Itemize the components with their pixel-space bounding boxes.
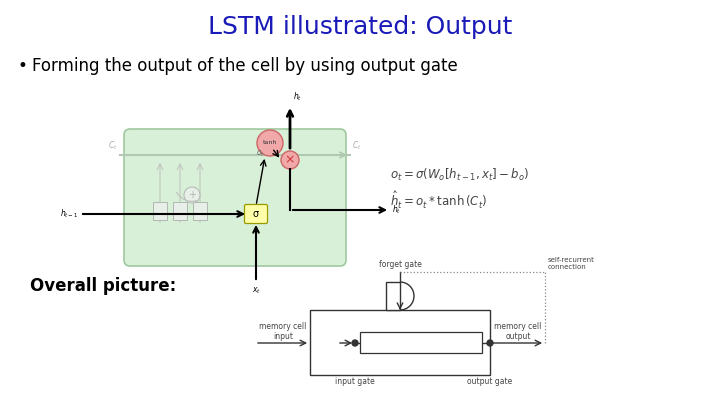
Circle shape [352, 340, 358, 346]
Text: memory cell
input: memory cell input [259, 322, 307, 341]
Text: Overall picture:: Overall picture: [30, 277, 176, 295]
Text: $C_t$: $C_t$ [109, 139, 118, 152]
Bar [173, 202, 187, 220]
Text: Forming the output of the cell by using output gate: Forming the output of the cell by using … [32, 57, 458, 75]
Text: LSTM illustrated: Output: LSTM illustrated: Output [208, 15, 512, 39]
Bar [153, 202, 167, 220]
Text: •: • [18, 57, 28, 75]
Text: forget gate: forget gate [379, 260, 421, 269]
Circle shape [184, 187, 200, 203]
Text: $o_t = \sigma \left(W_o \left[h_{t-1}, x_t\right] - b_o\right)$: $o_t = \sigma \left(W_o \left[h_{t-1}, x… [390, 167, 529, 183]
Bar [360, 332, 482, 353]
Circle shape [487, 340, 493, 346]
Text: $h_t$: $h_t$ [392, 204, 401, 216]
Bar [193, 202, 207, 220]
Circle shape [281, 151, 299, 169]
Text: $C_t$: $C_t$ [352, 139, 361, 152]
Text: $h_t$: $h_t$ [293, 90, 302, 103]
Text: σ: σ [253, 209, 259, 219]
Text: tanh: tanh [263, 141, 277, 145]
Circle shape [257, 130, 283, 156]
Text: $h_{t-1}$: $h_{t-1}$ [60, 208, 78, 220]
Bar [386, 282, 400, 310]
Text: ×: × [284, 153, 295, 166]
Bar [310, 310, 490, 375]
Text: $o_t$: $o_t$ [256, 149, 265, 159]
Text: output gate: output gate [467, 377, 513, 386]
FancyArrowPatch shape [176, 192, 196, 201]
Text: input gate: input gate [335, 377, 375, 386]
Text: memory cell
output: memory cell output [495, 322, 541, 341]
FancyBboxPatch shape [245, 205, 268, 224]
Text: $\hat{h}_t = o_t * \tanh\left(C_t\right)$: $\hat{h}_t = o_t * \tanh\left(C_t\right)… [390, 190, 487, 211]
Text: self-recurrent
connection: self-recurrent connection [548, 257, 595, 270]
Text: +: + [188, 190, 196, 200]
FancyBboxPatch shape [124, 129, 346, 266]
Text: $x_t$: $x_t$ [251, 285, 261, 296]
